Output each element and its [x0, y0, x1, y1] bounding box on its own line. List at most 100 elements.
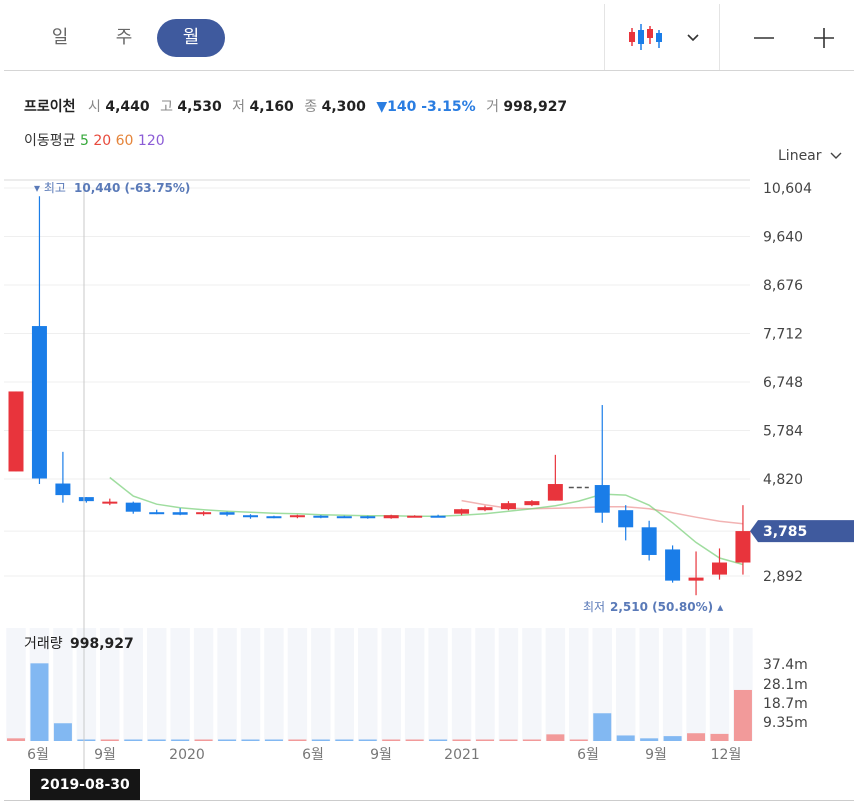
candle — [196, 511, 212, 516]
volume-bar — [7, 738, 25, 741]
candle — [55, 451, 71, 503]
candle — [524, 500, 540, 507]
volume-bar — [124, 739, 143, 741]
volume-column-bg — [451, 628, 472, 741]
chevron-down-icon — [830, 152, 842, 159]
candle — [78, 497, 94, 503]
close-label: 종 — [304, 99, 318, 115]
tab-month[interactable]: 월 — [157, 19, 225, 57]
chevron-down-icon[interactable] — [686, 28, 700, 47]
volume-column-bg — [217, 628, 237, 741]
volume-value: 998,927 — [503, 99, 568, 115]
volume-column-bg — [545, 628, 566, 741]
change-value: ▼140 -3.15% — [376, 99, 476, 115]
volume-bar — [569, 739, 588, 741]
volume-bar — [522, 739, 541, 741]
candle — [688, 551, 704, 596]
volume-column-bg — [733, 628, 753, 741]
volume-bar — [77, 739, 96, 741]
candle — [149, 509, 165, 515]
candle — [500, 501, 516, 511]
volume-bar — [546, 734, 565, 741]
volume-y-tick-label: 37.4m — [763, 657, 808, 673]
volume-label: 거 — [486, 99, 499, 115]
candle-body — [219, 512, 235, 515]
toolbar-divider — [719, 4, 720, 70]
candle — [430, 514, 446, 518]
ma-label: 이동평균 — [24, 133, 76, 149]
candlestick-icon[interactable] — [628, 22, 662, 56]
volume-column-bg — [569, 628, 589, 741]
volume-bar — [288, 739, 307, 741]
candle — [665, 545, 681, 583]
volume-column-bg — [381, 628, 401, 741]
candle — [172, 508, 188, 516]
x-tick-label: 6월 — [27, 747, 49, 763]
volume-column-bg — [615, 628, 636, 741]
volume-column-bg — [686, 628, 706, 741]
candle — [289, 514, 305, 519]
minus-icon[interactable] — [752, 26, 776, 54]
volume-bar — [335, 739, 354, 741]
candle — [477, 505, 493, 512]
candle-body — [313, 515, 329, 518]
candle-body — [102, 501, 118, 504]
candle-body — [477, 507, 493, 511]
volume-column-bg — [53, 628, 73, 741]
candle-body — [547, 484, 563, 501]
volume-column-bg — [193, 628, 214, 741]
volume-value: 998,927 — [70, 636, 134, 652]
current-price-label: 3,785 — [763, 524, 807, 540]
volume-column-bg — [709, 628, 730, 741]
volume-bar — [30, 663, 49, 741]
volume-bar — [452, 739, 471, 741]
volume-column-bg — [428, 628, 448, 741]
crosshair-date: 2019-08-30 — [30, 769, 140, 801]
max-annotation-value: 10,440 (-63.75%) — [74, 181, 190, 195]
candle — [735, 505, 751, 575]
candle-body — [149, 512, 165, 515]
volume-column-bg — [522, 628, 542, 741]
open-label: 시 — [87, 99, 101, 115]
volume-bar — [710, 733, 729, 741]
volume-column-bg — [498, 628, 519, 741]
x-tick-label: 9월 — [370, 747, 392, 763]
scale-mode-label: Linear — [778, 148, 822, 164]
scale-mode-dropdown[interactable]: Linear — [778, 148, 842, 164]
tab-week[interactable]: 주 — [115, 27, 133, 48]
volume-column-bg — [6, 628, 26, 741]
volume-bar — [499, 739, 518, 741]
candle — [547, 454, 563, 501]
volume-column-bg — [100, 628, 120, 741]
candle-body — [196, 512, 212, 515]
candle — [712, 548, 727, 580]
ma-5[interactable]: 5 — [79, 133, 89, 149]
bottom-divider — [4, 800, 854, 801]
ma-20[interactable]: 20 — [93, 133, 112, 149]
volume-bar — [311, 739, 330, 741]
candle-body — [407, 515, 423, 518]
x-tick-label: 9월 — [645, 747, 667, 763]
ma-120[interactable]: 120 — [137, 133, 165, 149]
volume-bar — [429, 739, 448, 741]
y-tick-label: 6,748 — [763, 375, 803, 391]
x-tick-label: 2021 — [444, 747, 480, 763]
volume-bar — [616, 735, 635, 741]
volume-label: 거래량 — [24, 636, 63, 652]
candle-body — [8, 391, 24, 472]
price-info: 프로이천 시 4,440 고 4,530 저 4,160 종 4,300 ▼14… — [24, 96, 573, 116]
moving-average-legend: 이동평균 5 20 60 120 — [24, 130, 165, 150]
candle — [102, 498, 118, 506]
x-tick-label: 6월 — [302, 747, 324, 763]
volume-column-bg — [592, 628, 612, 741]
y-tick-label: 9,640 — [763, 230, 803, 246]
tab-day[interactable]: 일 — [51, 27, 69, 48]
x-tick-label: 6월 — [577, 747, 599, 763]
candle — [360, 515, 376, 519]
plus-icon[interactable] — [812, 26, 836, 54]
candle-body — [665, 549, 681, 581]
volume-bar — [100, 739, 119, 741]
ma-60[interactable]: 60 — [115, 133, 134, 149]
volume-column-bg — [311, 628, 331, 741]
